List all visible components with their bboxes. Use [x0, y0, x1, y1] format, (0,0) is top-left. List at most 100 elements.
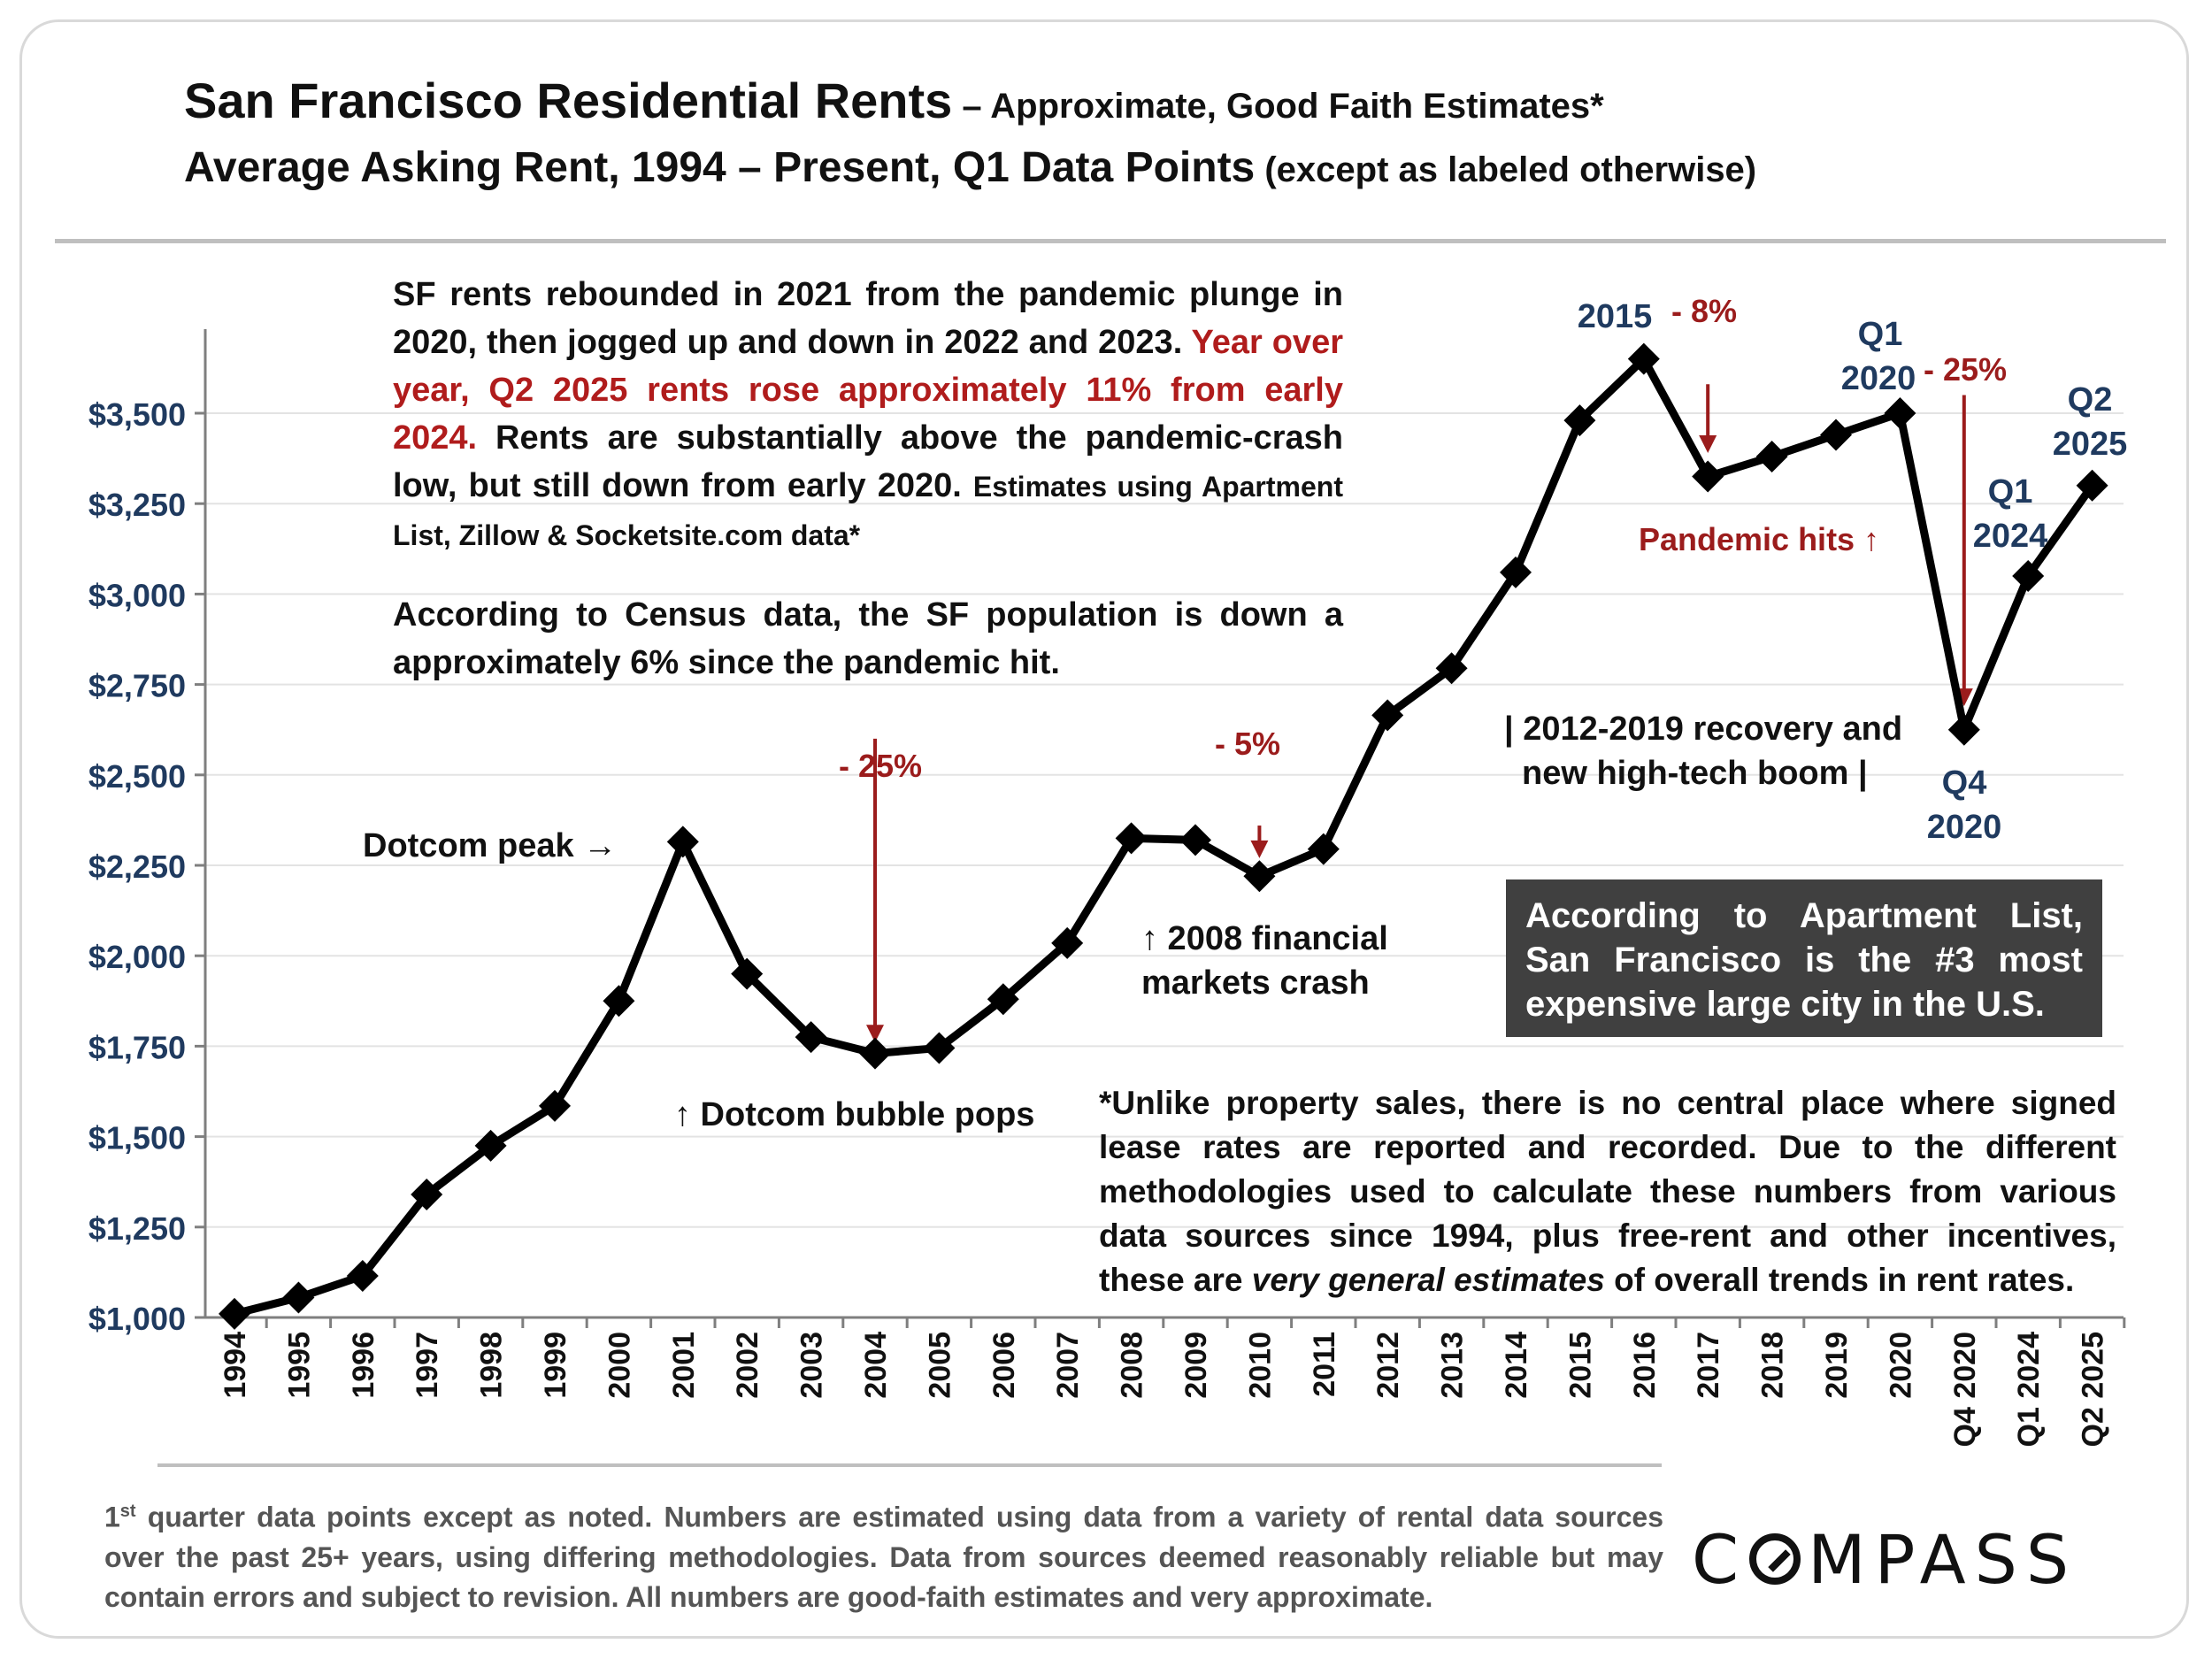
x-tick-label: 2019: [1820, 1332, 1854, 1399]
census-note: According to Census data, the SF populat…: [393, 596, 1343, 681]
annotation-arrowhead: [1699, 434, 1717, 453]
x-tick-labels: 1994 1995 1996 1997 1998 1999 2000 2001 2002 2003…: [219, 1332, 2110, 1448]
x-tick-label: 2014: [1500, 1332, 1533, 1399]
annotation-arrowhead: [866, 1025, 884, 1043]
logo-o-icon: [1749, 1533, 1801, 1585]
data-point-marker: [666, 826, 699, 858]
annotation-label: 2024: [1973, 518, 2048, 555]
data-point-marker: [1627, 342, 1660, 375]
data-point-marker: [795, 1021, 827, 1054]
gridlines: [205, 412, 2124, 1228]
y-tick-label: $2,000: [88, 939, 186, 975]
x-tick-label: 2016: [1628, 1332, 1662, 1399]
data-point-marker: [1947, 713, 1980, 746]
summary-text: SF rents rebounded in 2021 from the pand…: [393, 271, 1343, 559]
annotation-label: Q4: [1942, 764, 1987, 802]
x-tick-label: 2015: [1563, 1332, 1597, 1399]
x-tick-label: 1998: [475, 1332, 509, 1399]
y-tick-label: $1,250: [88, 1210, 186, 1247]
data-point-marker: [1500, 556, 1532, 588]
data-point-marker: [539, 1089, 571, 1122]
footnote-emphasis: very general estimates: [1251, 1262, 1605, 1298]
y-tick-label: $2,250: [88, 849, 186, 885]
x-tick-label: 2010: [1243, 1332, 1277, 1399]
y-tick-label: $2,750: [88, 668, 186, 704]
data-point-marker: [1307, 833, 1340, 865]
x-tick-label: 2013: [1436, 1332, 1470, 1399]
annotation-label: Q1: [1858, 316, 1903, 353]
data-point-marker: [1884, 397, 1916, 429]
y-tick-labels: $1,000 $1,250 $1,500 $1,750 $2,000 $2,250 $2,5…: [88, 396, 186, 1337]
x-tick-label: Q4 2020: [1948, 1332, 1982, 1447]
annotation-label: 2015: [1578, 298, 1653, 335]
data-point-marker: [411, 1179, 443, 1211]
annotation-arrowhead: [1250, 840, 1269, 858]
annotation-label: - 5%: [1215, 726, 1280, 762]
data-point-marker: [1179, 824, 1211, 856]
title-main: San Francisco Residential Rents: [184, 73, 953, 128]
title-subtitle-note: (except as labeled otherwise): [1255, 150, 1757, 189]
summary-sources: Estimates using Apartment List, Zillow &…: [393, 471, 1343, 551]
data-point-marker: [1115, 822, 1148, 855]
y-tick-label: $1,750: [88, 1029, 186, 1065]
annotation-label: Dotcom peak →: [363, 827, 617, 864]
x-tick-label: 2018: [1756, 1332, 1790, 1399]
annotation-label: - 25%: [839, 748, 922, 784]
compass-logo: C MPASS: [1692, 1520, 2078, 1599]
data-point-marker: [1563, 404, 1596, 437]
data-point-marker: [1435, 652, 1468, 685]
data-point-marker: [282, 1281, 315, 1314]
annotation-label: markets crash: [1141, 964, 1370, 1002]
y-tick-label: $1,000: [88, 1301, 186, 1337]
apartment-list-callout: According to Apartment List, San Francis…: [1506, 879, 2102, 1037]
data-point-marker: [474, 1129, 507, 1162]
summary-part2: Rents are substantially above the pandem…: [393, 419, 1343, 504]
data-point-marker: [1755, 441, 1788, 473]
title-qualifier: – Approximate, Good Faith Estimates*: [952, 87, 1604, 126]
data-point-marker: [859, 1037, 891, 1070]
x-tick-label: 2002: [731, 1332, 764, 1399]
annotation-label: ↑ Dotcom bubble pops: [674, 1096, 1034, 1133]
annotation-label: | 2012-2019 recovery and: [1504, 710, 1902, 748]
x-tick-label: 2008: [1116, 1332, 1149, 1399]
chart-annotations: Dotcom peak → - 25% ↑ Dotcom bubble pops - …: [363, 293, 2127, 1133]
y-tick-label: $1,500: [88, 1120, 186, 1156]
source-note: 1st quarter data points except as noted.…: [104, 1492, 1663, 1617]
summary-highlight: Year over year, Q2 2025 rents rose appro…: [393, 324, 1343, 457]
y-tick-label: $2,500: [88, 758, 186, 795]
x-tick-label: 2017: [1692, 1332, 1725, 1399]
annotation-label: new high-tech boom |: [1522, 755, 1868, 792]
axes: [195, 329, 2126, 1328]
annotation-label: - 25%: [1924, 351, 2007, 388]
title-subtitle: Average Asking Rent, 1994 – Present, Q1 …: [184, 144, 1256, 191]
x-tick-label: Q2 2025: [2077, 1332, 2110, 1447]
y-tick-label: $3,500: [88, 396, 186, 433]
x-tick-label: 2009: [1179, 1332, 1213, 1399]
source-note-text: quarter data points except as noted. Num…: [104, 1501, 1663, 1613]
data-point-marker: [923, 1032, 956, 1064]
chart-card: [19, 19, 2189, 1639]
annotation-label: Q2: [2068, 381, 2113, 419]
footnote-part1: *Unlike property sales, there is no cent…: [1099, 1085, 2116, 1298]
methodology-footnote: *Unlike property sales, there is no cent…: [1099, 1081, 2116, 1302]
annotation-label: Pandemic hits ↑: [1639, 521, 1879, 557]
x-tick-label: 1994: [219, 1332, 252, 1399]
x-tick-label: 2000: [603, 1332, 636, 1399]
annotation-label: 2020: [1927, 809, 2002, 846]
title-divider: [55, 239, 2166, 243]
annotation-label: 2025: [2053, 426, 2128, 463]
x-tick-label: 1995: [282, 1332, 316, 1399]
x-tick-label: 2007: [1051, 1332, 1085, 1399]
annotation-label: ↑ 2008 financial: [1141, 920, 1388, 957]
x-tick-label: 2011: [1308, 1332, 1341, 1397]
data-point-marker: [987, 983, 1019, 1016]
data-point-marker: [219, 1297, 250, 1330]
data-point-marker: [1051, 926, 1084, 959]
x-tick-label: 2005: [923, 1332, 956, 1399]
bottom-divider: [157, 1463, 1662, 1467]
x-tick-label: 1996: [347, 1332, 380, 1399]
x-tick-label: 2006: [987, 1332, 1021, 1399]
x-tick-label: 2020: [1884, 1332, 1917, 1399]
data-point-marker: [346, 1259, 379, 1292]
